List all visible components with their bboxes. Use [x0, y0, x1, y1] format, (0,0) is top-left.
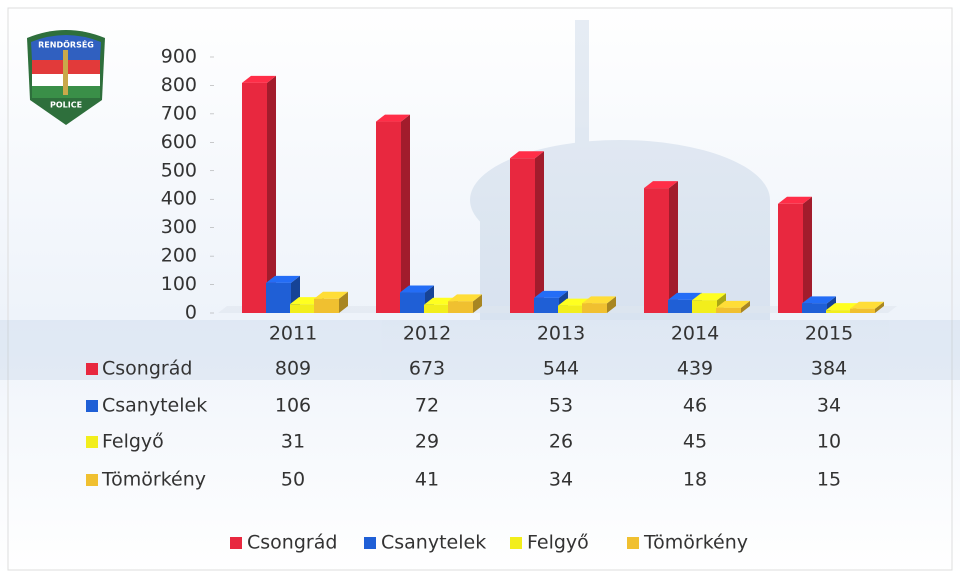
- table-row-label: Tömörkény: [101, 469, 206, 491]
- table-row-label: Csanytelek: [102, 395, 207, 417]
- table-cell: 72: [415, 395, 439, 417]
- bar-front: [802, 303, 827, 313]
- table-cell: 439: [677, 358, 713, 380]
- y-tick-label: 400: [161, 188, 197, 210]
- table-cell: 29: [415, 431, 439, 453]
- badge-top-text: RENDŐRSÉG: [38, 39, 94, 50]
- y-tick-label: 900: [161, 46, 197, 68]
- table-cell: 10: [817, 431, 841, 453]
- table-legend-key: [86, 474, 98, 486]
- y-tick-label: 500: [161, 159, 197, 181]
- bar: [510, 151, 544, 313]
- bar: [644, 181, 678, 313]
- bar-front: [582, 303, 607, 313]
- bar-front: [826, 310, 851, 313]
- bar-front: [314, 299, 339, 313]
- table-cell: 50: [281, 469, 305, 491]
- legend-label: Csongrád: [247, 532, 337, 554]
- bar-front: [644, 188, 669, 313]
- bar-front: [242, 83, 267, 313]
- bar: [242, 76, 276, 313]
- bar-front: [534, 298, 559, 313]
- table-row-label: Csongrád: [102, 358, 192, 380]
- y-tick-label: 600: [161, 131, 197, 153]
- y-tick-label: 100: [161, 273, 197, 295]
- x-tick-label: 2013: [537, 323, 585, 345]
- legend-key: [627, 537, 639, 549]
- bar-front: [448, 301, 473, 313]
- bar-front: [716, 308, 741, 313]
- bar-front: [692, 300, 717, 313]
- y-tick-label: 700: [161, 102, 197, 124]
- bar-front: [376, 122, 401, 313]
- x-tick-label: 2011: [269, 323, 317, 345]
- legend-label: Csanytelek: [381, 532, 486, 554]
- x-tick-label: 2014: [671, 323, 719, 345]
- bar-front: [778, 204, 803, 313]
- legend-key: [510, 537, 522, 549]
- y-tick-label: 800: [161, 74, 197, 96]
- bar-front: [668, 300, 693, 313]
- table-cell: 544: [543, 358, 579, 380]
- bar-front: [290, 304, 315, 313]
- table-cell: 15: [817, 469, 841, 491]
- bar-side: [803, 197, 812, 313]
- table-cell: 673: [409, 358, 445, 380]
- table-cell: 45: [683, 431, 707, 453]
- table-cell: 46: [683, 395, 707, 417]
- legend-label: Tömörkény: [643, 532, 748, 554]
- table-cell: 53: [549, 395, 573, 417]
- legend-key: [230, 537, 242, 549]
- bar-front: [266, 283, 291, 313]
- table-cell: 809: [275, 358, 311, 380]
- table-legend-key: [86, 400, 98, 412]
- y-tick-label: 200: [161, 245, 197, 267]
- table-legend-key: [86, 363, 98, 375]
- badge-bottom-text: POLICE: [50, 101, 82, 110]
- table-cell: 34: [817, 395, 841, 417]
- chart: RENDŐRSÉG POLICE 0 100 200 300 400 500 600 700 8…: [0, 0, 960, 576]
- bar-front: [400, 293, 425, 313]
- table-cell: 106: [275, 395, 311, 417]
- x-tick-label: 2015: [805, 323, 853, 345]
- table-cell: 34: [549, 469, 573, 491]
- table-cell: 31: [281, 431, 305, 453]
- y-tick-label: 0: [185, 302, 197, 324]
- bar-front: [424, 305, 449, 313]
- bar-front: [558, 306, 583, 313]
- bar: [778, 197, 812, 313]
- x-tick-label: 2012: [403, 323, 451, 345]
- bar: [376, 115, 410, 313]
- legend-key: [364, 537, 376, 549]
- bar-side: [535, 151, 544, 313]
- legend-label: Felgyő: [527, 532, 589, 554]
- bar-front: [510, 158, 535, 313]
- table-cell: 384: [811, 358, 847, 380]
- bar: [314, 292, 348, 313]
- table-cell: 26: [549, 431, 573, 453]
- table-cell: 18: [683, 469, 707, 491]
- table-cell: 41: [415, 469, 439, 491]
- bar-front: [850, 309, 875, 313]
- y-tick-label: 300: [161, 216, 197, 238]
- table-row-label: Felgyő: [102, 431, 164, 453]
- bar-side: [401, 115, 410, 313]
- table-legend-key: [86, 436, 98, 448]
